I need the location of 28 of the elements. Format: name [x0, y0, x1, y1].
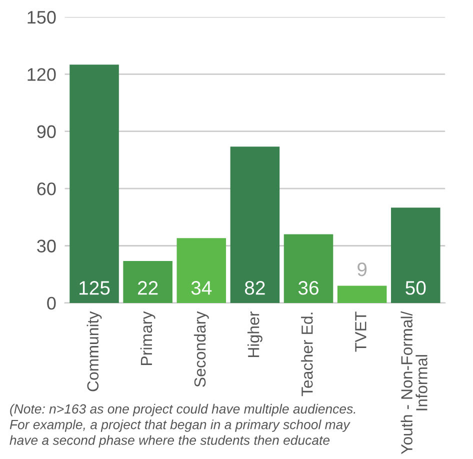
x-tick-label: TVET — [355, 312, 366, 352]
data-label: 125 — [80, 281, 110, 295]
y-tick-label: 90 — [37, 125, 56, 138]
x-tick-label: Higher — [248, 312, 262, 358]
x-tick-label: Community — [86, 311, 102, 392]
bar — [390, 208, 440, 303]
data-label: 34 — [191, 281, 212, 295]
y-tick-label: 30 — [37, 240, 56, 252]
x-tick-label: Youth - Non-Formal/ Informal — [400, 311, 428, 454]
bar — [230, 146, 280, 303]
y-tick-label: 150 — [28, 10, 56, 24]
data-label: 22 — [138, 281, 158, 295]
x-tick-label: Teacher Ed. — [301, 312, 313, 396]
data-label: 82 — [244, 281, 265, 295]
data-label: 50 — [406, 281, 426, 295]
bar — [284, 234, 334, 303]
y-tick-label: 0 — [47, 296, 56, 310]
bar — [123, 261, 172, 303]
bar — [70, 64, 119, 303]
bar — [176, 238, 226, 303]
data-label: 9 — [358, 262, 367, 276]
x-tick-label: Secondary — [194, 311, 209, 387]
y-tick-label: 60 — [37, 182, 56, 196]
data-label: 36 — [298, 281, 318, 295]
y-tick-label: 120 — [28, 68, 56, 81]
text: (Note: n>163 as one project could have multiple audiences. For example, a project that began in a primary school may have a second phase where the students then educate — [10, 404, 356, 448]
bar — [337, 286, 387, 303]
x-tick-label: Primary — [140, 311, 156, 365]
